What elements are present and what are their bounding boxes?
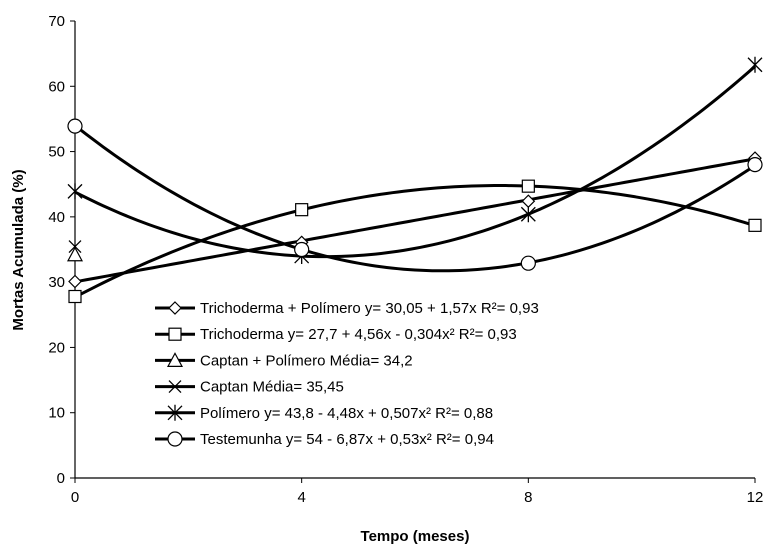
legend-label: Captan Média= 35,45 (200, 379, 344, 396)
marker-x (168, 380, 182, 394)
legend: Trichoderma + Polímero y= 30,05 + 1,57x … (155, 300, 539, 448)
marker-circle (520, 255, 536, 271)
marker-circle (747, 157, 763, 173)
x-tick-label: 4 (297, 489, 305, 506)
x-tick-label: 12 (747, 489, 764, 506)
marker-asterisk (747, 56, 763, 73)
fit-curves (74, 65, 756, 299)
marker-asterisk (520, 206, 536, 223)
y-tick-label: 40 (48, 209, 65, 226)
y-tick-label: 20 (48, 339, 65, 356)
legend-label: Testemunha y= 54 - 6,87x + 0,53x² R²= 0,… (200, 431, 494, 448)
x-tick-label: 8 (524, 489, 532, 506)
axes: 0 10 20 30 40 50 60 70 0 4 8 12 (48, 13, 763, 506)
y-tick-label: 60 (48, 78, 65, 95)
legend-label: Captan + Polímero Média= 34,2 (200, 352, 413, 369)
fit-curve (74, 157, 756, 284)
y-axis-title: Mortas Acumulada (%) (10, 169, 27, 330)
marker-square (68, 289, 82, 304)
marker-circle (294, 241, 310, 258)
marker-square (748, 218, 762, 232)
legend-label: Trichoderma y= 27,7 + 4,56x - 0,304x² R²… (200, 326, 517, 343)
y-tick-label: 70 (48, 13, 65, 30)
marker-diamond (68, 274, 82, 289)
marker-circle (167, 431, 183, 447)
marker-square (521, 179, 535, 193)
legend-label: Polímero y= 43,8 - 4,48x + 0,507x² R²= 0… (200, 405, 493, 422)
data-markers (66, 56, 763, 304)
marker-square (168, 327, 182, 341)
x-tick-label: 0 (71, 489, 79, 506)
y-tick-label: 10 (48, 405, 65, 422)
marker-triangle (66, 246, 84, 262)
marker-triangle (166, 352, 184, 367)
legend-label: Trichoderma + Polímero y= 30,05 + 1,57x … (200, 300, 539, 317)
y-tick-label: 0 (57, 470, 65, 487)
fit-curve (74, 124, 756, 273)
fit-curve (74, 65, 756, 259)
marker-asterisk (167, 404, 183, 421)
marker-x (68, 240, 82, 254)
marker-circle (67, 118, 83, 134)
x-axis-title: Tempo (meses) (361, 528, 470, 545)
fit-curve (74, 184, 756, 299)
marker-square (295, 203, 309, 217)
y-tick-label: 50 (48, 144, 65, 161)
marker-diamond (521, 194, 536, 209)
marker-asterisk (67, 183, 83, 200)
y-tick-label: 30 (48, 274, 65, 291)
marker-diamond (168, 301, 182, 315)
